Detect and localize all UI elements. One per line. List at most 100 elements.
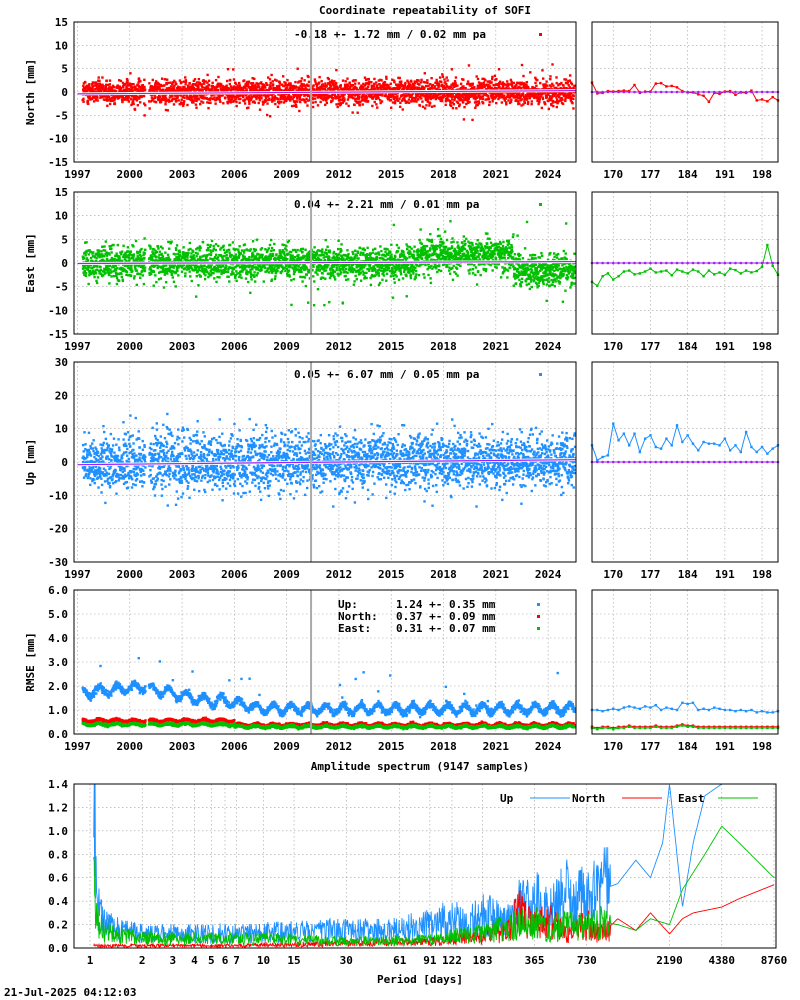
data-point: [270, 257, 272, 259]
data-point: [270, 87, 272, 89]
data-point: [143, 283, 145, 285]
data-point: [125, 274, 127, 276]
data-point: [367, 100, 369, 102]
data-point: [120, 87, 122, 89]
data-point: [572, 98, 574, 100]
data-point: [353, 104, 355, 106]
data-point: [115, 265, 117, 267]
data-point: [191, 280, 193, 282]
data-point: [290, 304, 292, 306]
data-point: [536, 79, 538, 81]
data-point: [296, 100, 298, 102]
zoom-x-tick-label: 177: [641, 168, 661, 181]
data-point: [175, 285, 177, 287]
data-point: [104, 272, 106, 274]
y-tick-label: -10: [48, 304, 68, 317]
data-point: [95, 280, 97, 282]
data-point: [167, 109, 169, 111]
data-point: [298, 265, 300, 267]
data-point: [418, 83, 420, 85]
data-point: [555, 76, 557, 78]
data-point: [297, 254, 299, 256]
data-point: [204, 278, 206, 280]
data-point: [522, 75, 524, 77]
data-point: [230, 100, 232, 102]
data-point: [345, 102, 347, 104]
data-point: [234, 277, 236, 279]
data-point: [335, 82, 337, 84]
data-point: [257, 253, 259, 255]
data-point: [439, 76, 441, 78]
data-point: [425, 85, 427, 87]
data-point: [289, 266, 291, 268]
data-point: [98, 256, 100, 258]
data-point: [549, 75, 551, 77]
data-point: [258, 102, 260, 104]
data-point: [409, 84, 411, 86]
data-point: [482, 102, 484, 104]
data-point: [491, 78, 493, 80]
x-tick-label: 2003: [169, 340, 196, 353]
data-point: [304, 101, 306, 103]
data-point: [235, 248, 237, 250]
data-point: [375, 103, 377, 105]
data-point: [162, 255, 164, 257]
data-point: [111, 270, 113, 272]
data-point: [96, 99, 98, 101]
y-axis-label: East [mm]: [24, 233, 37, 293]
data-point: [564, 98, 566, 100]
data-point: [272, 255, 274, 257]
data-point: [143, 114, 145, 116]
data-point: [229, 83, 231, 85]
data-point: [435, 79, 437, 81]
data-point: [164, 103, 166, 105]
data-point: [264, 267, 266, 269]
data-point: [106, 254, 108, 256]
data-point: [426, 82, 428, 84]
data-point: [198, 78, 200, 80]
x-tick-label: 2018: [430, 168, 457, 181]
data-point: [320, 80, 322, 82]
data-point: [287, 98, 289, 100]
data-point: [474, 107, 476, 109]
data-point: [420, 97, 422, 99]
data-point: [183, 97, 185, 99]
data-point: [318, 76, 320, 78]
data-point: [487, 95, 489, 97]
data-point: [155, 101, 157, 103]
data-point: [88, 253, 90, 255]
data-point: [299, 101, 301, 103]
x-tick-label: 2000: [117, 168, 144, 181]
data-point: [551, 63, 553, 65]
data-point: [189, 248, 191, 250]
data-point: [197, 284, 199, 286]
data-point: [144, 104, 146, 106]
data-point: [215, 243, 217, 245]
data-point: [494, 75, 496, 77]
data-point: [195, 295, 197, 297]
data-point: [228, 251, 230, 253]
data-point: [546, 84, 548, 86]
data-point: [156, 85, 158, 87]
data-point: [175, 83, 177, 85]
data-point: [364, 84, 366, 86]
data-point: [348, 82, 350, 84]
data-point: [239, 274, 241, 276]
data-point: [261, 247, 263, 249]
y-tick-label: 15: [55, 186, 68, 199]
data-point: [110, 251, 112, 253]
data-point: [227, 276, 229, 278]
data-point: [82, 267, 84, 269]
data-point: [84, 254, 86, 256]
data-point: [186, 104, 188, 106]
data-point: [157, 265, 159, 267]
data-point: [459, 103, 461, 105]
data-point: [159, 251, 161, 253]
zoom-x-tick-label: 184: [678, 168, 698, 181]
data-point: [105, 84, 107, 86]
data-point: [134, 108, 136, 110]
data-point: [390, 83, 392, 85]
data-point: [105, 240, 107, 242]
data-point: [373, 85, 375, 87]
data-point: [552, 85, 554, 87]
